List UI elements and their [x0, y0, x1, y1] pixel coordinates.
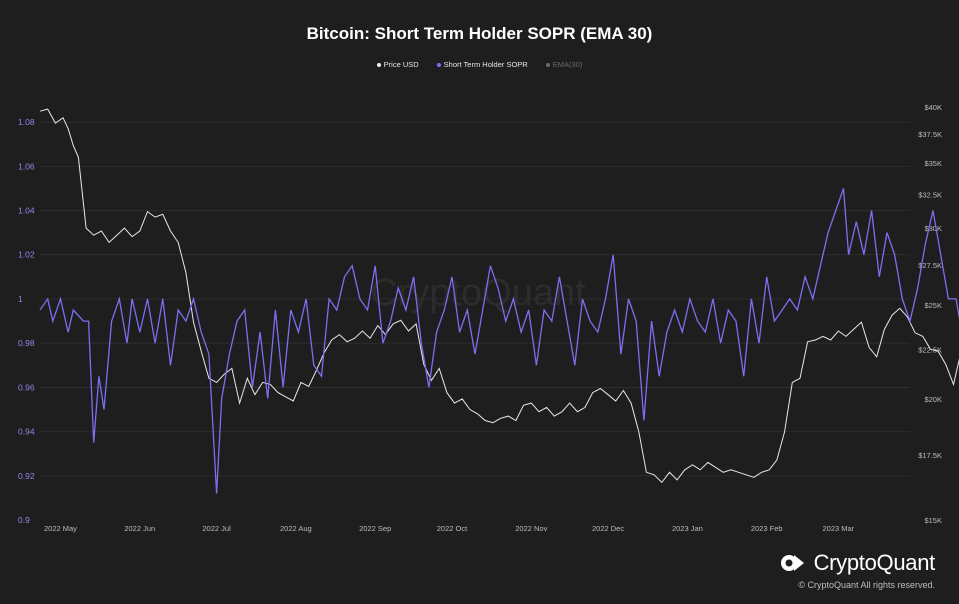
x-tick-label: 2023 Mar — [823, 524, 855, 533]
legend: Price USD Short Term Holder SOPR EMA(30) — [0, 60, 959, 69]
x-tick-label: 2023 Jan — [672, 524, 703, 533]
chart-title: Bitcoin: Short Term Holder SOPR (EMA 30) — [306, 24, 653, 43]
y-left-tick-label: 1.06 — [18, 161, 35, 171]
y-right-tick-label: $40K — [924, 103, 942, 112]
y-right-tick-label: $20K — [924, 395, 942, 404]
y-right-tick-label: $30K — [924, 224, 942, 233]
x-tick-label: 2022 Aug — [280, 524, 312, 533]
x-tick-label: 2022 Jun — [124, 524, 155, 533]
copyright-text: © CryptoQuant All rights reserved. — [798, 580, 935, 590]
price-line — [39, 108, 959, 484]
y-left-tick-label: 1.02 — [18, 250, 35, 260]
y-right-tick-label: $27.5K — [918, 261, 942, 270]
legend-dot-icon — [436, 62, 441, 67]
x-tick-label: 2022 Oct — [437, 524, 468, 533]
y-left-tick-label: 1.04 — [18, 206, 35, 216]
y-right-tick-label: $17.5K — [918, 451, 942, 460]
x-tick-label: 2022 Dec — [592, 524, 624, 533]
y-left-tick-label: 0.94 — [18, 427, 35, 437]
legend-item-price[interactable]: Price USD — [376, 60, 419, 69]
x-tick-label: 2022 Sep — [359, 524, 391, 533]
y-left-tick-label: 0.92 — [18, 471, 35, 481]
y-left-tick-label: 1.08 — [18, 117, 35, 127]
y-left-tick-label: 1 — [18, 294, 23, 304]
legend-label: Price USD — [383, 60, 419, 69]
legend-dot-icon — [376, 62, 381, 67]
legend-label: EMA(30) — [552, 60, 583, 69]
x-tick-label: 2022 Jul — [202, 524, 231, 533]
y-right-tick-label: $15K — [924, 516, 942, 525]
legend-item-sopr[interactable]: Short Term Holder SOPR — [436, 60, 528, 69]
brand-name: CryptoQuant — [813, 550, 936, 575]
legend-label: Short Term Holder SOPR — [443, 60, 528, 69]
sopr-line — [39, 188, 959, 494]
y-left-tick-label: 0.96 — [18, 382, 35, 392]
y-right-tick-label: $32.5K — [918, 190, 942, 199]
y-right-tick-label: $22.5K — [918, 345, 942, 354]
legend-item-ema[interactable]: EMA(30) — [545, 60, 583, 69]
y-right-tick-label: $37.5K — [918, 130, 942, 139]
x-tick-label: 2023 Feb — [751, 524, 783, 533]
y-left-tick-label: 0.98 — [18, 338, 35, 348]
legend-dot-icon — [545, 62, 550, 67]
y-right-tick-label: $35K — [924, 159, 942, 168]
cryptoquant-logo-icon — [780, 555, 804, 571]
x-tick-label: 2022 May — [44, 524, 77, 533]
brand-logo: CryptoQuant — [780, 550, 935, 576]
y-left-tick-label: 0.9 — [18, 515, 30, 525]
x-tick-label: 2022 Nov — [515, 524, 547, 533]
y-right-tick-label: $25K — [924, 301, 942, 310]
